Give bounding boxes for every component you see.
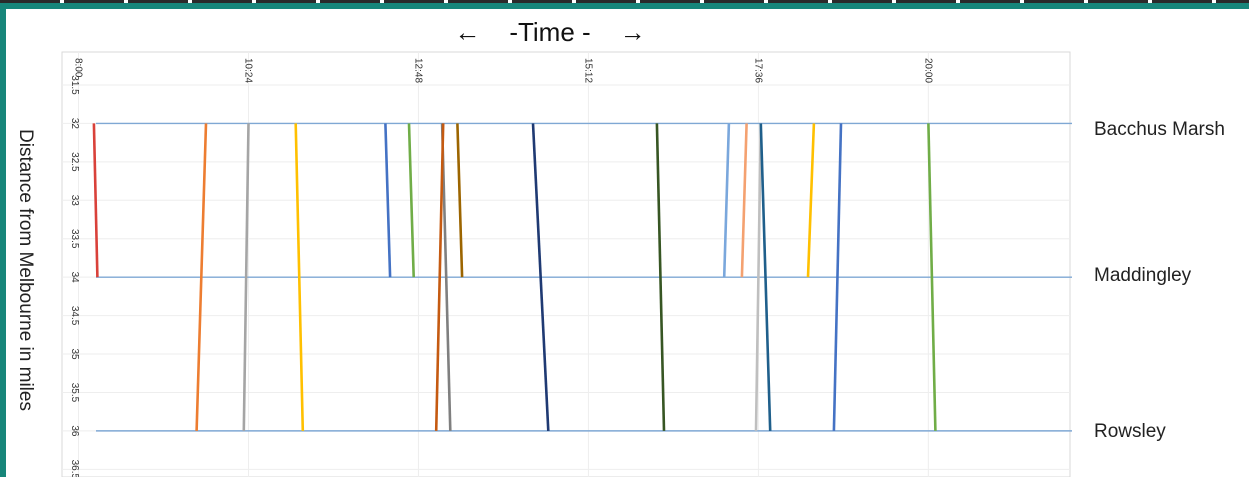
- train-path: [384, 123, 392, 278]
- x-tick-label: 10:24: [242, 58, 253, 83]
- y-tick-labels: 31.5 32 32.5 33 33.5 34 34.5 35 35.5 36 36.5: [69, 75, 80, 477]
- frame-top-border: [0, 3, 1249, 9]
- train-path: [456, 123, 464, 278]
- x-tick-label: 12:48: [412, 58, 423, 83]
- train-path: [434, 123, 445, 431]
- station-label-bacchus-marsh: Bacchus Marsh: [1094, 119, 1225, 140]
- train-path: [927, 123, 937, 431]
- x-tick-label: 20:00: [922, 58, 933, 83]
- arrow-left-icon: ←: [454, 17, 481, 47]
- plot-border: [61, 51, 1071, 477]
- train-path: [806, 123, 816, 278]
- y-tick-label: 36.5: [69, 460, 80, 477]
- train-path: [195, 123, 208, 431]
- y-tick-label: 32: [69, 118, 80, 130]
- train-path: [832, 123, 843, 431]
- train-path: [242, 123, 250, 431]
- train-path: [407, 123, 415, 278]
- station-reference-lines: [96, 122, 1072, 432]
- frame-left-border: [0, 3, 6, 477]
- y-tick-label: 35: [69, 348, 80, 360]
- x-tick-label: 15:12: [582, 58, 593, 83]
- train-path: [754, 123, 763, 431]
- time-label-text: -Time -: [509, 17, 591, 47]
- station-label-rowsley: Rowsley: [1094, 421, 1166, 442]
- train-path: [440, 123, 452, 431]
- top-dashed-border: [0, 0, 1249, 3]
- arrow-right-icon: →: [619, 17, 646, 47]
- train-path: [92, 123, 99, 278]
- time-axis-title: ← -Time - →: [430, 12, 670, 52]
- train-path: [759, 123, 772, 431]
- grid-layer: [61, 51, 1071, 477]
- train-path: [740, 123, 748, 278]
- y-tick-label: 34: [69, 272, 80, 284]
- x-tick-label: 17:36: [752, 58, 763, 83]
- y-tick-label: 34.5: [69, 306, 80, 326]
- x-tick-labels: 8:00 10:24 12:48 15:12 17:36 20:00: [73, 58, 934, 83]
- y-tick-label: 32.5: [69, 152, 80, 172]
- y-tick-label: 35.5: [69, 383, 80, 403]
- y-tick-label: 31.5: [69, 75, 80, 95]
- series-layer: [92, 123, 937, 431]
- y-tick-label: 33: [69, 195, 80, 207]
- train-path: [294, 123, 305, 431]
- station-label-maddingley: Maddingley: [1094, 265, 1192, 286]
- y-tick-label: 36: [69, 425, 80, 437]
- x-tick-label: 8:00: [73, 58, 84, 78]
- train-path: [531, 123, 550, 431]
- train-path: [722, 123, 731, 278]
- y-tick-label: 33.5: [69, 229, 80, 249]
- train-path: [655, 123, 666, 431]
